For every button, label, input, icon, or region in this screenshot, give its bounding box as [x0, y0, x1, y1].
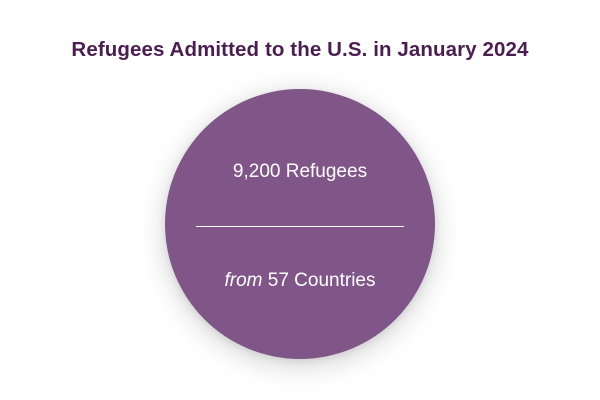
divider-line	[196, 226, 404, 227]
from-label: from	[224, 270, 262, 291]
countries-value: 57 Countries	[268, 270, 376, 291]
refugee-count: 9,200 Refugees	[165, 161, 435, 183]
chart-title: Refugees Admitted to the U.S. in January…	[0, 38, 600, 62]
country-count: from 57 Countries	[165, 270, 435, 292]
stat-circle	[165, 89, 435, 359]
